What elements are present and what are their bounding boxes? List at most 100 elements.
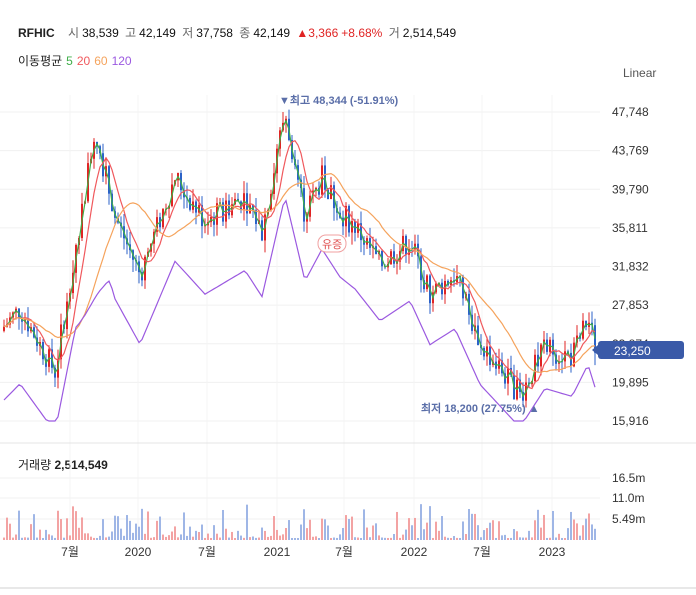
volume-bar xyxy=(60,519,62,540)
volume-bar xyxy=(270,535,272,540)
open-value: 38,539 xyxy=(82,26,119,40)
volume-bar xyxy=(354,537,356,540)
y-tick-label: 43,769 xyxy=(612,144,649,158)
volume-bar xyxy=(348,518,350,540)
ma5-label: 5 xyxy=(66,54,73,68)
volume-bar xyxy=(219,537,221,540)
volume-bar xyxy=(558,533,560,540)
volume-bar xyxy=(54,537,56,540)
volume-bar xyxy=(546,537,548,540)
volume-bar xyxy=(189,526,191,540)
x-tick-label: 2023 xyxy=(539,545,566,559)
volume-bar xyxy=(138,526,140,540)
volume-bar xyxy=(408,518,410,540)
volume-bar xyxy=(228,537,230,540)
volume-bar xyxy=(27,537,29,540)
volume-bar xyxy=(156,520,158,540)
volume-bar xyxy=(246,504,248,540)
volume-bar xyxy=(423,529,425,540)
volume-bar xyxy=(339,534,341,540)
volume-tick-label: 11.0m xyxy=(612,491,644,505)
volume-bar xyxy=(333,537,335,540)
moving-average-lines xyxy=(3,119,596,422)
high-annotation: ▼최고 48,344 (-51.91%) xyxy=(279,93,399,107)
volume-bar xyxy=(81,517,83,540)
volume-bar xyxy=(363,509,365,540)
x-tick-label: 2020 xyxy=(125,545,152,559)
volume-bar xyxy=(552,510,554,540)
volume-bar xyxy=(357,537,359,540)
ma-legend[interactable]: 이동평균 5 20 60 120 xyxy=(18,52,136,69)
volume-bar xyxy=(129,520,131,540)
volume-bar xyxy=(96,537,98,540)
volume-bar xyxy=(405,529,407,540)
volume-bar xyxy=(507,537,509,540)
volume-bar xyxy=(33,514,35,540)
volume-bar xyxy=(204,537,206,540)
volume-bar xyxy=(300,524,302,540)
volume-bar xyxy=(279,535,281,540)
volume-bar xyxy=(390,537,392,540)
volume-bar xyxy=(327,525,329,540)
volume-bar xyxy=(174,526,176,540)
volume-bar xyxy=(264,530,266,540)
volume-bar xyxy=(291,538,293,540)
y-tick-label: 35,811 xyxy=(612,221,648,235)
volume-bar xyxy=(573,519,575,540)
volume-bar xyxy=(318,538,320,540)
volume-bar xyxy=(165,536,167,540)
volume-bar xyxy=(495,537,497,540)
volume-bar xyxy=(360,538,362,540)
volume-bar xyxy=(102,519,104,540)
volume-bar xyxy=(477,525,479,540)
volume-bar xyxy=(345,515,347,540)
volume-bar xyxy=(399,537,401,540)
volume-bar xyxy=(336,537,338,540)
ma120-label: 120 xyxy=(111,54,132,68)
volume-bar xyxy=(591,524,593,540)
volume-bar xyxy=(72,506,74,540)
volume-bar xyxy=(432,537,434,540)
volume-bar xyxy=(522,537,524,540)
y-tick-label: 15,916 xyxy=(612,414,649,428)
volume-bar xyxy=(183,512,185,540)
volume-bar xyxy=(192,536,194,540)
volume-bar xyxy=(114,515,116,540)
volume-bar xyxy=(126,515,128,540)
volume-bar xyxy=(249,537,251,540)
volume-bar xyxy=(330,537,332,540)
volume-bar xyxy=(387,537,389,540)
volume-bar xyxy=(93,537,95,540)
volume-bar xyxy=(459,537,461,540)
volume-bar xyxy=(216,533,218,540)
volume-bar xyxy=(63,537,65,540)
volume-bar xyxy=(411,525,413,540)
volume-bar xyxy=(396,511,398,540)
scale-mode-button[interactable]: Linear xyxy=(623,66,657,80)
volume-bar xyxy=(201,524,203,540)
volume-bar xyxy=(297,537,299,540)
volume-bar xyxy=(480,537,482,540)
volume-bar xyxy=(252,536,254,540)
volume-bar xyxy=(393,534,395,540)
volume-bar xyxy=(222,509,224,540)
volume-bar xyxy=(51,535,53,540)
volume-bar xyxy=(234,538,236,540)
volume-bar xyxy=(162,534,164,540)
dividend-marker[interactable]: 유증 xyxy=(317,234,347,253)
volume-bar xyxy=(525,537,527,540)
ma5-line xyxy=(3,119,596,398)
volume-value: 2,514,549 xyxy=(402,26,457,40)
volume-bar xyxy=(462,521,464,540)
volume-bar xyxy=(117,516,119,540)
x-tick-label: 7월 xyxy=(61,545,79,559)
y-tick-label: 31,832 xyxy=(612,260,649,274)
volume-bar xyxy=(123,535,125,540)
volume-bar xyxy=(438,530,440,540)
x-tick-label: 7월 xyxy=(335,545,353,559)
volume-bar xyxy=(18,510,20,540)
low-annotation: 최저 18,200 (27.75%) ▲ xyxy=(421,401,540,415)
low-value: 37,758 xyxy=(196,26,233,40)
volume-bar xyxy=(453,536,455,540)
